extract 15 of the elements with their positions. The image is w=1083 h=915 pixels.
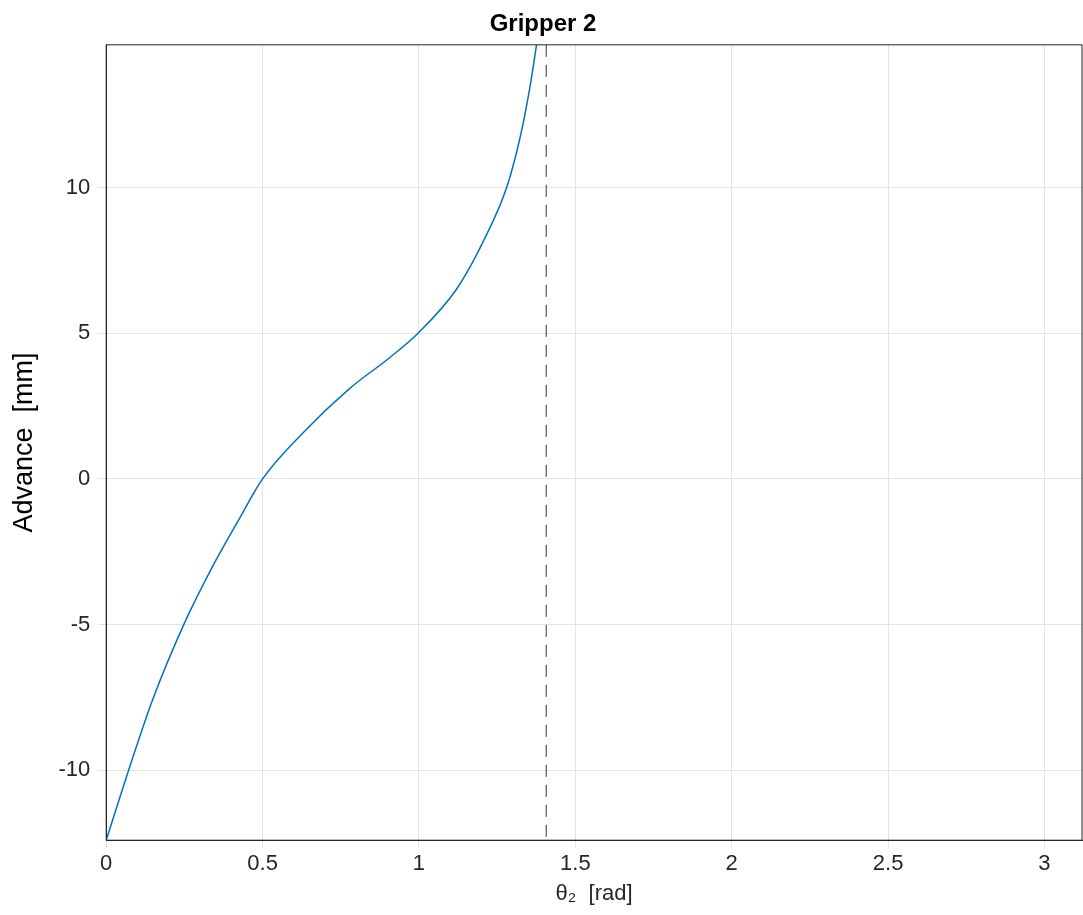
y-tick-label: 10 <box>65 173 91 199</box>
x-tick-label: 3 <box>1038 850 1051 876</box>
x-tick-label: 2 <box>725 850 738 876</box>
x-tick-label: 1 <box>412 850 426 876</box>
y-tick-label: -10 <box>58 756 91 782</box>
y-tick-label: 5 <box>77 319 91 345</box>
x-tick-label: 0 <box>100 850 113 876</box>
y-tick-label: 0 <box>77 464 91 490</box>
x-tick-label: 0.5 <box>247 850 278 876</box>
y-tick-label: -5 <box>70 610 91 636</box>
y-axis-title: Advance [mm] <box>7 352 38 533</box>
x-tick-label: 2.5 <box>872 850 904 876</box>
x-tick-label: 1.5 <box>560 850 591 876</box>
chart-title: Gripper 2 <box>489 9 597 37</box>
x-axis-title: θ₂ [rad] <box>555 879 633 905</box>
